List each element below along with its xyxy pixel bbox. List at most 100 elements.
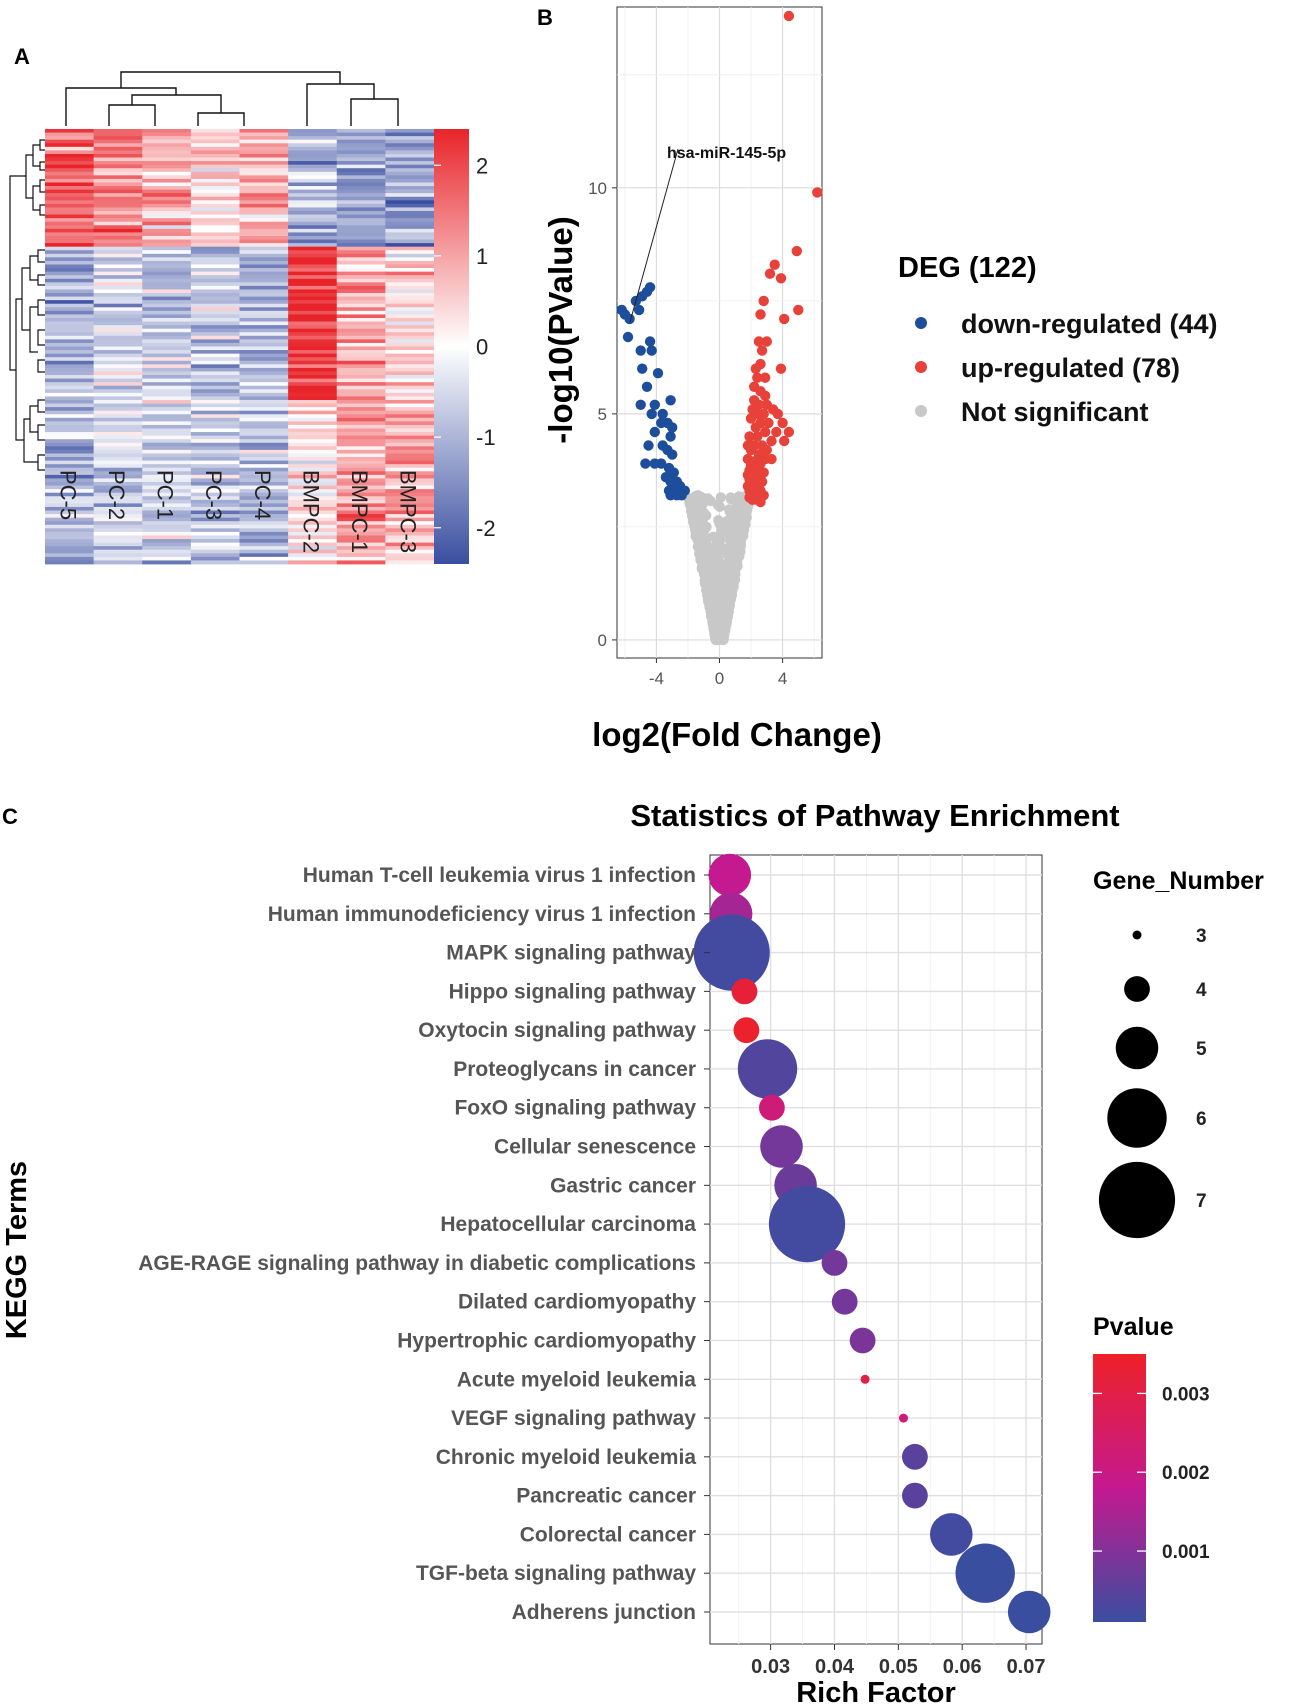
heatmap-cell bbox=[336, 218, 386, 223]
heatmap-cell bbox=[93, 364, 143, 369]
heatmap-cell bbox=[288, 157, 338, 162]
heatmap-cell bbox=[288, 321, 338, 326]
heatmap-cell bbox=[239, 339, 289, 344]
heatmap-cell bbox=[385, 211, 435, 215]
heatmap-cell bbox=[336, 289, 386, 294]
heatmap-cell bbox=[45, 460, 95, 465]
heatmap-cell bbox=[239, 164, 289, 169]
heatmap-cell bbox=[239, 542, 289, 547]
kegg-bubble bbox=[899, 1413, 908, 1423]
heatmap-column-label: BMPC-2 bbox=[298, 470, 323, 553]
kegg-bubble bbox=[849, 1327, 876, 1354]
heatmap-cell bbox=[288, 196, 338, 201]
heatmap-cell bbox=[288, 235, 338, 240]
volcano-point-down bbox=[667, 449, 678, 460]
heatmap-cell bbox=[45, 492, 95, 497]
heatmap-cell bbox=[93, 410, 143, 415]
heatmap-cell bbox=[239, 260, 289, 265]
heatmap-cell bbox=[190, 218, 240, 223]
heatmap-cell bbox=[45, 421, 95, 426]
heatmap-cell bbox=[45, 264, 95, 269]
heatmap-cell bbox=[239, 460, 289, 465]
heatmap-cell bbox=[45, 339, 95, 344]
volcano-point-ns bbox=[722, 606, 734, 617]
heatmap-cell bbox=[45, 474, 95, 479]
heatmap-cell bbox=[239, 161, 289, 166]
heatmap-cell bbox=[288, 428, 338, 433]
heatmap-cell bbox=[190, 314, 240, 319]
heatmap-cell bbox=[336, 467, 386, 472]
volcano-x-axis-title: log2(Fold Change) bbox=[592, 716, 882, 753]
heatmap-cell bbox=[239, 289, 289, 294]
heatmap-cell bbox=[190, 560, 240, 565]
heatmap-cell bbox=[288, 328, 338, 333]
heatmap-cell bbox=[45, 556, 95, 561]
heatmap-cell bbox=[336, 129, 386, 133]
heatmap-cell bbox=[385, 496, 435, 501]
heatmap-cell bbox=[190, 375, 240, 379]
kegg-term-label: Chronic myeloid leukemia bbox=[436, 1446, 697, 1469]
heatmap-cell bbox=[239, 357, 289, 362]
heatmap-cell bbox=[93, 535, 143, 540]
heatmap-cell bbox=[45, 168, 95, 173]
heatmap-cells bbox=[45, 129, 435, 565]
volcano-point-up bbox=[760, 390, 771, 401]
heatmap-cell bbox=[142, 442, 192, 447]
heatmap-cell bbox=[93, 257, 143, 262]
volcano-point-ns bbox=[724, 567, 735, 578]
heatmap-cell bbox=[190, 136, 240, 141]
heatmap-cell bbox=[239, 403, 289, 408]
legend-dot-down bbox=[915, 317, 927, 329]
heatmap-cell bbox=[336, 428, 386, 433]
heatmap-cell bbox=[45, 157, 95, 162]
kegg-bubble bbox=[708, 853, 752, 897]
heatmap-cell bbox=[385, 371, 435, 376]
volcano-y-axis-title: -log10(PValue) bbox=[542, 216, 579, 443]
heatmap-cell bbox=[288, 524, 338, 529]
heatmap-cell bbox=[45, 364, 95, 369]
heatmap-cell bbox=[142, 457, 192, 461]
heatmap-cell bbox=[93, 378, 143, 383]
heatmap-cell bbox=[93, 432, 143, 437]
heatmap-cell bbox=[288, 385, 338, 390]
heatmap-cell bbox=[45, 342, 95, 347]
heatmap-cell bbox=[45, 546, 95, 551]
heatmap-cell bbox=[93, 499, 143, 504]
heatmap-cell bbox=[190, 321, 240, 326]
heatmap-cell bbox=[142, 132, 192, 137]
volcano-point-ns bbox=[705, 597, 716, 609]
heatmap-cell bbox=[93, 207, 143, 212]
heatmap-cell bbox=[239, 146, 289, 151]
heatmap-cell bbox=[93, 310, 143, 315]
heatmap-cell bbox=[288, 250, 338, 255]
volcano-point-ns bbox=[714, 501, 725, 512]
heatmap-cell bbox=[336, 271, 386, 276]
heatmap-cell bbox=[385, 150, 435, 155]
heatmap-cell bbox=[142, 524, 192, 529]
heatmap-cell bbox=[142, 556, 192, 561]
volcano-point-up bbox=[755, 309, 766, 320]
heatmap-cell bbox=[385, 396, 435, 401]
heatmap-cell bbox=[93, 278, 143, 283]
heatmap-cell bbox=[190, 150, 240, 155]
heatmap-cell bbox=[288, 492, 338, 497]
heatmap-cell bbox=[336, 317, 386, 322]
heatmap-cell bbox=[45, 403, 95, 408]
pvalue-tick-label: 0.003 bbox=[1162, 1384, 1210, 1405]
heatmap-cell bbox=[190, 410, 240, 415]
heatmap-cell bbox=[385, 153, 435, 158]
volcano-point-ns bbox=[698, 557, 709, 568]
kegg-term-label: Colorectal cancer bbox=[520, 1523, 696, 1546]
heatmap-cell bbox=[45, 357, 95, 362]
heatmap-cell bbox=[142, 282, 192, 287]
heatmap-cell bbox=[45, 367, 95, 372]
volcano-point-up bbox=[764, 268, 776, 279]
heatmap-cell bbox=[385, 424, 435, 429]
heatmap-cell bbox=[239, 506, 289, 511]
heatmap-cell bbox=[239, 314, 289, 319]
heatmap-cell bbox=[239, 499, 289, 504]
heatmap-cell bbox=[288, 171, 338, 176]
heatmap-cell bbox=[93, 164, 143, 169]
heatmap-cell bbox=[336, 293, 386, 297]
heatmap-cell bbox=[142, 421, 192, 426]
